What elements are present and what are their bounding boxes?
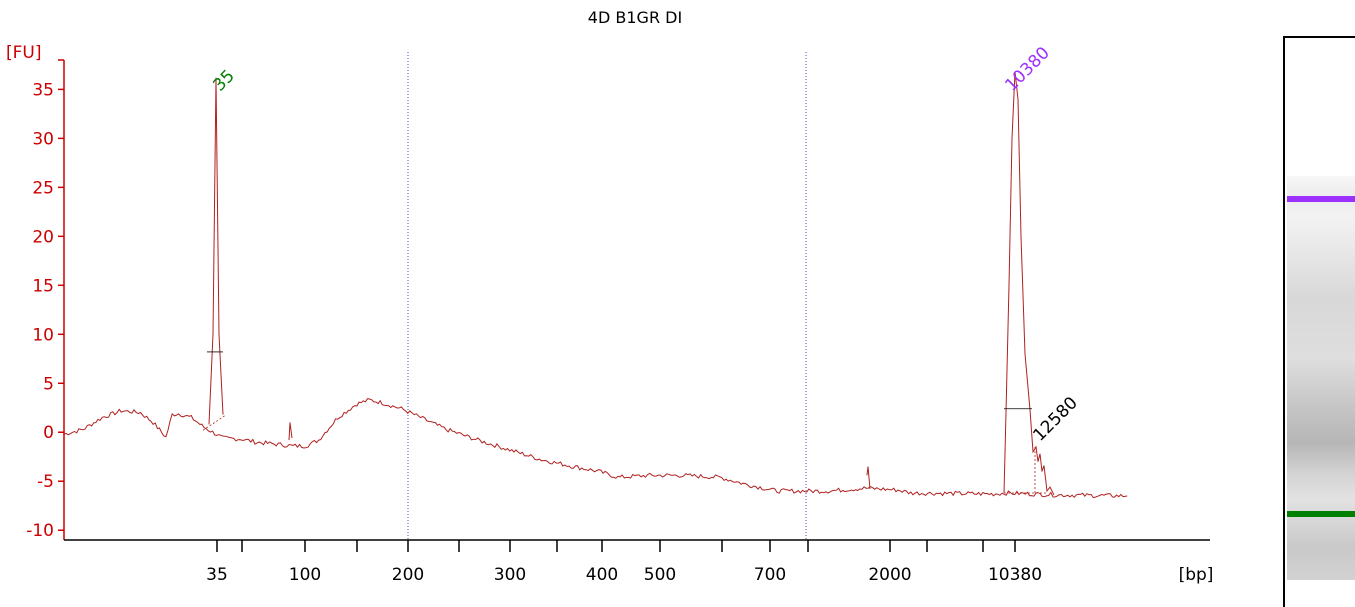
y-axis-unit-label: [FU] <box>6 43 42 63</box>
y-tick-label: 35 <box>32 80 54 100</box>
y-tick-label: 5 <box>43 374 54 394</box>
peak-35-baseline <box>202 415 226 431</box>
x-tick-label: 300 <box>494 565 526 585</box>
peak-35-label: 35 <box>209 66 238 95</box>
y-tick-label: 15 <box>32 276 54 296</box>
y-tick-label: -5 <box>37 472 54 492</box>
y-tick-label: 20 <box>32 227 54 247</box>
upper-marker-band <box>1287 196 1355 202</box>
y-tick-label: 10 <box>32 325 54 345</box>
gel-image-lane <box>1283 36 1355 607</box>
electropherogram-chart: -10 -5 0 5 10 15 20 25 30 35 35 100 200 300 400 500 700 2… <box>6 8 1214 585</box>
peak-10380-trace <box>1003 71 1055 496</box>
x-tick-label: 500 <box>644 565 676 585</box>
x-tick-label: 400 <box>586 565 618 585</box>
x-tick-label: 35 <box>206 565 228 585</box>
signal-spike <box>288 422 293 441</box>
x-tick-label: 2000 <box>868 565 911 585</box>
y-tick-label: 0 <box>43 423 54 443</box>
peak-12580-label: 12580 <box>1029 393 1081 445</box>
x-axis-unit-label: [bp] <box>1179 565 1214 585</box>
chart-title: 4D B1GR DI <box>588 8 682 27</box>
x-tick-label: 10380 <box>988 565 1042 585</box>
y-tick-label: 25 <box>32 178 54 198</box>
signal-trace <box>63 398 1128 499</box>
lower-marker-band <box>1287 511 1355 517</box>
y-tick-label: -10 <box>26 521 54 541</box>
x-tick-label: 700 <box>754 565 786 585</box>
x-tick-label: 100 <box>289 565 321 585</box>
peak-35-trace <box>208 77 224 425</box>
y-tick-label: 30 <box>32 129 54 149</box>
gel-lane-gradient <box>1287 176 1355 580</box>
signal-spike <box>866 466 871 490</box>
peak-10380-label: 10380 <box>1001 43 1053 95</box>
x-tick-label: 200 <box>392 565 424 585</box>
